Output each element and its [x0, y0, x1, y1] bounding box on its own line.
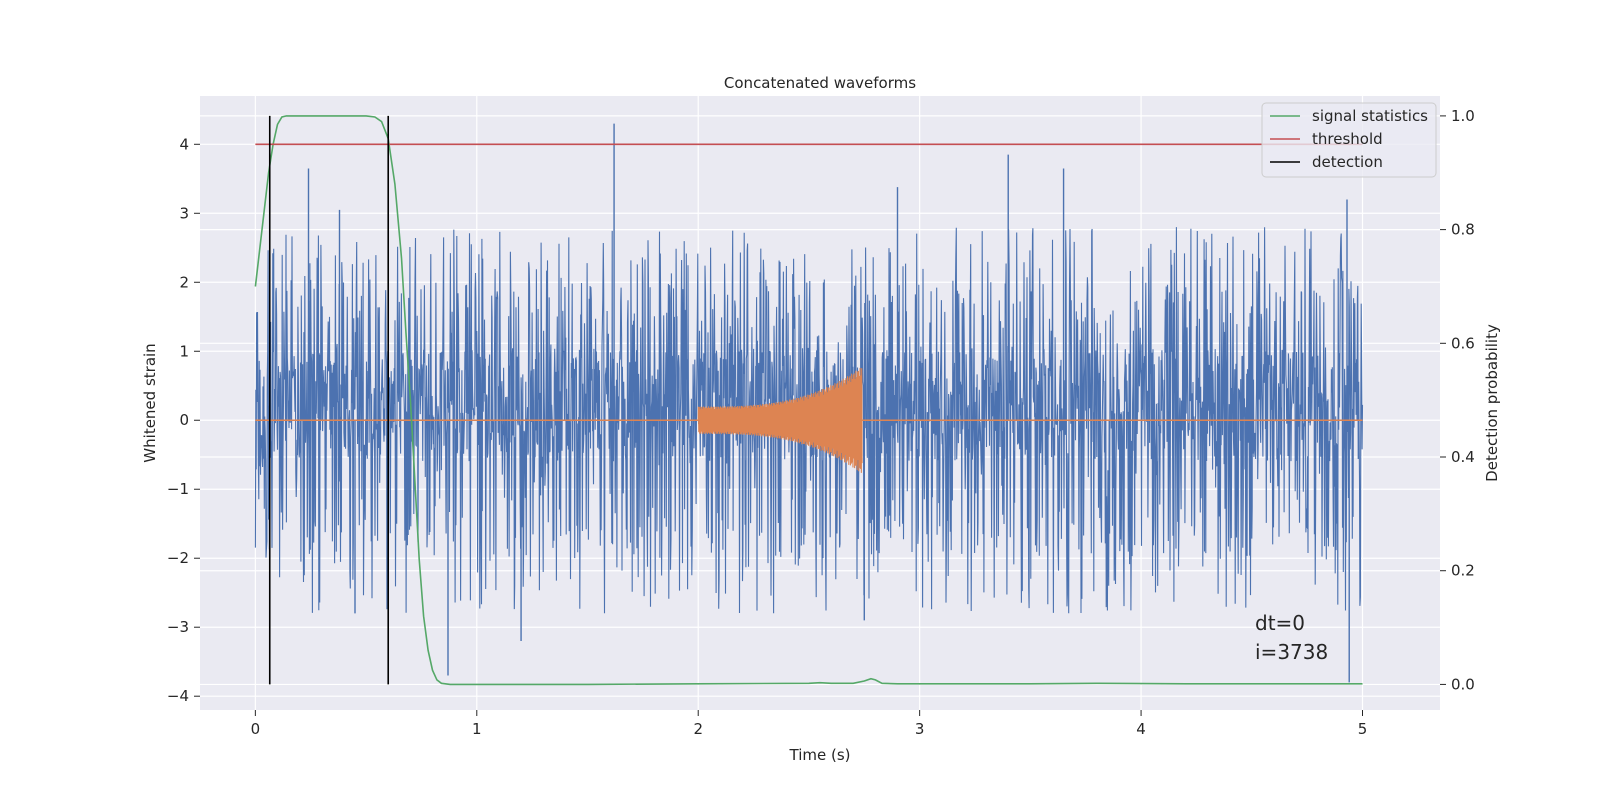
- left-tick-label-2: −2: [167, 549, 189, 567]
- left-tick-label-4: 0: [179, 411, 189, 429]
- chart-title: Concatenated waveforms: [724, 74, 916, 92]
- legend-label-detection: detection: [1312, 153, 1383, 171]
- x-tick-label-5: 5: [1358, 720, 1368, 738]
- annotation-dt: dt=0: [1255, 611, 1305, 635]
- right-axis-label: Detection probability: [1483, 324, 1501, 482]
- x-tick-label-3: 3: [915, 720, 925, 738]
- x-tick-label-2: 2: [693, 720, 703, 738]
- x-tick-label-1: 1: [472, 720, 482, 738]
- left-tick-label-8: 4: [179, 135, 189, 153]
- annotation-index: i=3738: [1255, 640, 1328, 664]
- left-tick-label-5: 1: [179, 342, 189, 360]
- left-tick-label-6: 2: [179, 273, 189, 291]
- left-tick-label-0: −4: [167, 687, 189, 705]
- right-tick-label-2: 0.4: [1451, 448, 1475, 466]
- right-tick-label-4: 0.8: [1451, 221, 1475, 239]
- left-tick-label-7: 3: [179, 204, 189, 222]
- right-tick-label-3: 0.6: [1451, 334, 1475, 352]
- left-tick-label-1: −3: [167, 618, 189, 636]
- legend: signal statistics threshold detection: [1261, 102, 1437, 178]
- legend-box: [1261, 102, 1437, 178]
- legend-label-threshold: threshold: [1312, 130, 1383, 148]
- x-tick-label-0: 0: [251, 720, 261, 738]
- x-tick-label-4: 4: [1136, 720, 1146, 738]
- x-axis-label: Time (s): [789, 746, 851, 764]
- signal-statistics-line: [254, 115, 1363, 686]
- chirp-series: [255, 367, 1363, 473]
- left-axis-ticks: −4 −3 −2 −1 0 1 2 3 4: [167, 135, 200, 705]
- right-axis-ticks: 0.0 0.2 0.4 0.6 0.8 1.0: [1440, 107, 1475, 693]
- right-tick-label-5: 1.0: [1451, 107, 1475, 125]
- right-tick-label-1: 0.2: [1451, 562, 1475, 580]
- right-tick-label-0: 0.0: [1451, 675, 1475, 693]
- left-axis-label: Whitened strain: [141, 343, 159, 462]
- x-axis-ticks: 0 1 2 3 4 5: [251, 710, 1368, 738]
- left-tick-label-3: −1: [167, 480, 189, 498]
- legend-label-signal-statistics: signal statistics: [1312, 107, 1428, 125]
- probability-series: [254, 115, 1363, 686]
- template-chirp: [697, 367, 863, 473]
